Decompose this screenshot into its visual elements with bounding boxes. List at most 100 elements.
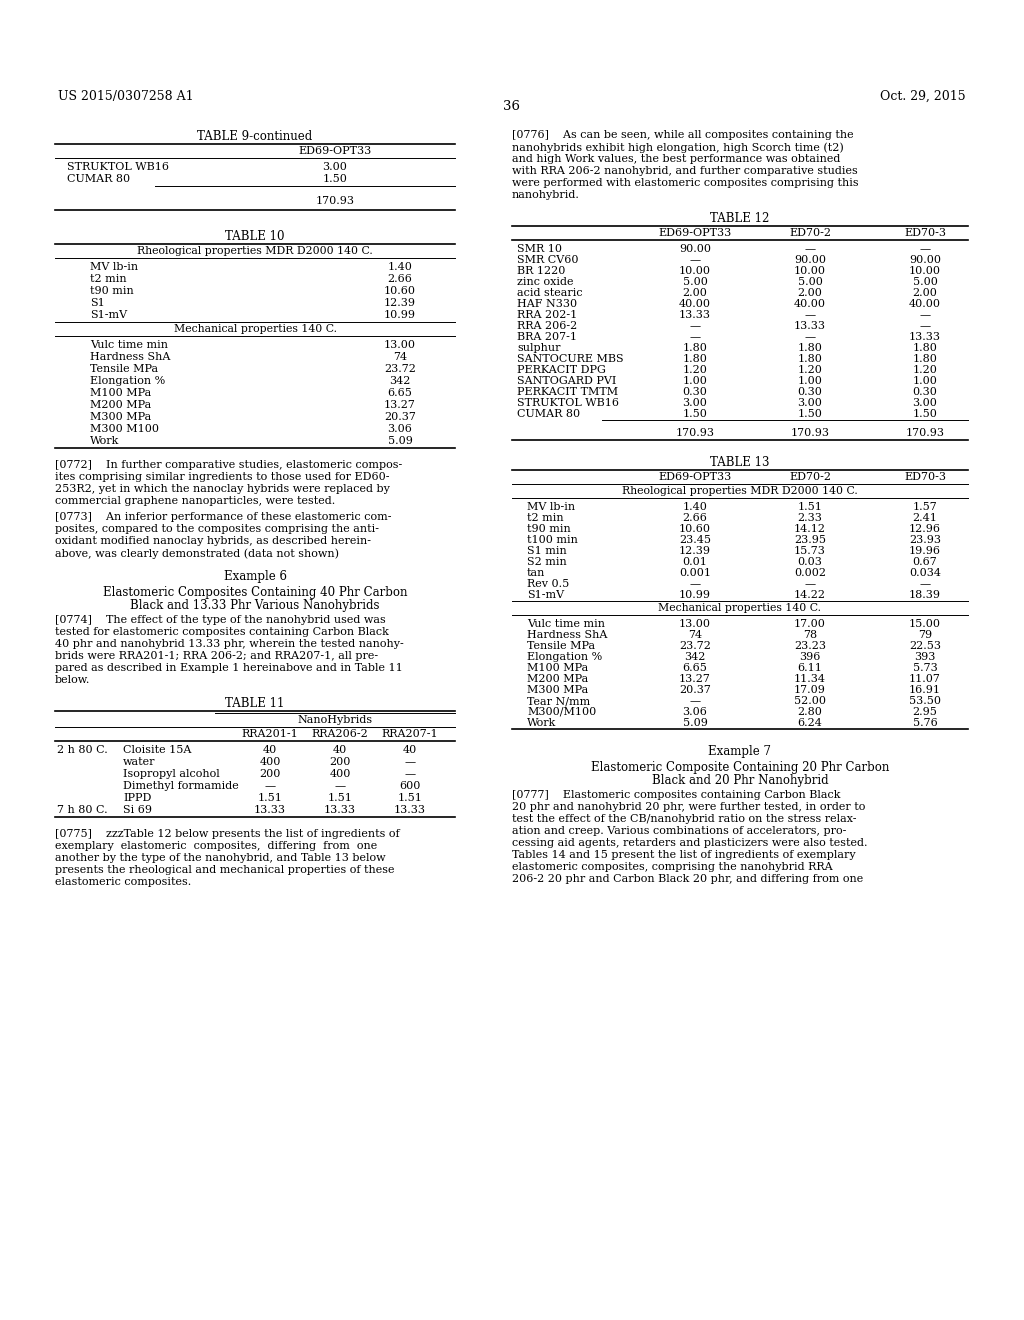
Text: 2.66: 2.66 (683, 513, 708, 523)
Text: Rheological properties MDR D2000 140 C.: Rheological properties MDR D2000 140 C. (137, 246, 373, 256)
Text: BR 1220: BR 1220 (517, 267, 565, 276)
Text: M100 MPa: M100 MPa (90, 388, 152, 399)
Text: [0775]    zzzTable 12 below presents the list of ingredients of: [0775] zzzTable 12 below presents the li… (55, 829, 399, 840)
Text: S1: S1 (90, 298, 104, 308)
Text: CUMAR 80: CUMAR 80 (67, 174, 130, 183)
Text: —: — (404, 756, 416, 767)
Text: —: — (335, 781, 345, 791)
Text: 1.20: 1.20 (912, 366, 937, 375)
Text: —: — (805, 333, 815, 342)
Text: 0.002: 0.002 (794, 568, 826, 578)
Text: Oct. 29, 2015: Oct. 29, 2015 (881, 90, 966, 103)
Text: SANTOGARD PVI: SANTOGARD PVI (517, 376, 616, 385)
Text: 0.30: 0.30 (912, 387, 937, 397)
Text: Tensile MPa: Tensile MPa (527, 642, 595, 651)
Text: 396: 396 (800, 652, 820, 663)
Text: 1.00: 1.00 (683, 376, 708, 385)
Text: —: — (404, 770, 416, 779)
Text: IPPD: IPPD (123, 793, 152, 803)
Text: 79: 79 (918, 630, 932, 640)
Text: 40: 40 (402, 744, 417, 755)
Text: 3.00: 3.00 (912, 399, 937, 408)
Text: 0.30: 0.30 (683, 387, 708, 397)
Text: [0774]    The effect of the type of the nanohybrid used was: [0774] The effect of the type of the nan… (55, 615, 386, 624)
Text: 40: 40 (333, 744, 347, 755)
Text: 74: 74 (393, 352, 408, 362)
Text: 23.93: 23.93 (909, 535, 941, 545)
Text: 10.60: 10.60 (384, 286, 416, 296)
Text: below.: below. (55, 675, 90, 685)
Text: 3.00: 3.00 (323, 162, 347, 172)
Text: 0.30: 0.30 (798, 387, 822, 397)
Text: ED69-OPT33: ED69-OPT33 (298, 147, 372, 156)
Text: 5.00: 5.00 (912, 277, 937, 286)
Text: 13.33: 13.33 (254, 805, 286, 814)
Text: tan: tan (527, 568, 546, 578)
Text: TABLE 13: TABLE 13 (711, 455, 770, 469)
Text: 1.50: 1.50 (912, 409, 937, 418)
Text: tested for elastomeric composites containing Carbon Black: tested for elastomeric composites contai… (55, 627, 389, 638)
Text: —: — (805, 244, 815, 253)
Text: ED70-2: ED70-2 (790, 228, 831, 238)
Text: acid stearic: acid stearic (517, 288, 583, 298)
Text: 12.39: 12.39 (679, 546, 711, 556)
Text: 5.73: 5.73 (912, 663, 937, 673)
Text: RRA 202-1: RRA 202-1 (517, 310, 578, 319)
Text: Si 69: Si 69 (123, 805, 152, 814)
Text: 170.93: 170.93 (905, 428, 944, 438)
Text: RRA201-1: RRA201-1 (242, 729, 298, 739)
Text: pared as described in Example 1 hereinabove and in Table 11: pared as described in Example 1 hereinab… (55, 663, 402, 673)
Text: 1.80: 1.80 (798, 354, 822, 364)
Text: RRA207-1: RRA207-1 (382, 729, 438, 739)
Text: Isopropyl alcohol: Isopropyl alcohol (123, 770, 220, 779)
Text: 2 h 80 C.: 2 h 80 C. (57, 744, 108, 755)
Text: M200 MPa: M200 MPa (90, 400, 152, 411)
Text: 40: 40 (263, 744, 278, 755)
Text: 170.93: 170.93 (791, 428, 829, 438)
Text: 13.33: 13.33 (794, 321, 826, 331)
Text: 2.41: 2.41 (912, 513, 937, 523)
Text: ED69-OPT33: ED69-OPT33 (658, 473, 731, 482)
Text: [0773]    An inferior performance of these elastomeric com-: [0773] An inferior performance of these … (55, 512, 391, 521)
Text: 1.51: 1.51 (397, 793, 423, 803)
Text: 20.37: 20.37 (384, 412, 416, 422)
Text: 20.37: 20.37 (679, 685, 711, 696)
Text: 600: 600 (399, 781, 421, 791)
Text: ED70-3: ED70-3 (904, 473, 946, 482)
Text: S1-mV: S1-mV (90, 310, 127, 319)
Text: 90.00: 90.00 (679, 244, 711, 253)
Text: CUMAR 80: CUMAR 80 (517, 409, 581, 418)
Text: Rev 0.5: Rev 0.5 (527, 579, 569, 589)
Text: sulphur: sulphur (517, 343, 560, 352)
Text: —: — (689, 321, 700, 331)
Text: 18.39: 18.39 (909, 590, 941, 601)
Text: 1.00: 1.00 (798, 376, 822, 385)
Text: NanoHybrids: NanoHybrids (297, 715, 373, 725)
Text: —: — (689, 255, 700, 265)
Text: —: — (689, 696, 700, 706)
Text: 23.72: 23.72 (679, 642, 711, 651)
Text: Tensile MPa: Tensile MPa (90, 364, 158, 374)
Text: 2.00: 2.00 (798, 288, 822, 298)
Text: BRA 207-1: BRA 207-1 (517, 333, 577, 342)
Text: M300 M100: M300 M100 (90, 424, 159, 434)
Text: 19.96: 19.96 (909, 546, 941, 556)
Text: test the effect of the CB/nanohybrid ratio on the stress relax-: test the effect of the CB/nanohybrid rat… (512, 814, 856, 824)
Text: nanohybrids exhibit high elongation, high Scorch time (t2): nanohybrids exhibit high elongation, hig… (512, 143, 844, 153)
Text: elastomeric composites, comprising the nanohybrid RRA: elastomeric composites, comprising the n… (512, 862, 833, 873)
Text: t100 min: t100 min (527, 535, 578, 545)
Text: 10.60: 10.60 (679, 524, 711, 535)
Text: water: water (123, 756, 156, 767)
Text: US 2015/0307258 A1: US 2015/0307258 A1 (58, 90, 194, 103)
Text: PERKACIT TMTM: PERKACIT TMTM (517, 387, 618, 397)
Text: 1.20: 1.20 (798, 366, 822, 375)
Text: 0.03: 0.03 (798, 557, 822, 568)
Text: Mechanical properties 140 C.: Mechanical properties 140 C. (173, 323, 337, 334)
Text: Work: Work (527, 718, 556, 729)
Text: M300 MPa: M300 MPa (527, 685, 588, 696)
Text: 200: 200 (330, 756, 350, 767)
Text: Black and 13.33 Phr Various Nanohybrids: Black and 13.33 Phr Various Nanohybrids (130, 599, 380, 612)
Text: t90 min: t90 min (527, 524, 570, 535)
Text: 206-2 20 phr and Carbon Black 20 phr, and differing from one: 206-2 20 phr and Carbon Black 20 phr, an… (512, 874, 863, 884)
Text: 3.06: 3.06 (683, 708, 708, 717)
